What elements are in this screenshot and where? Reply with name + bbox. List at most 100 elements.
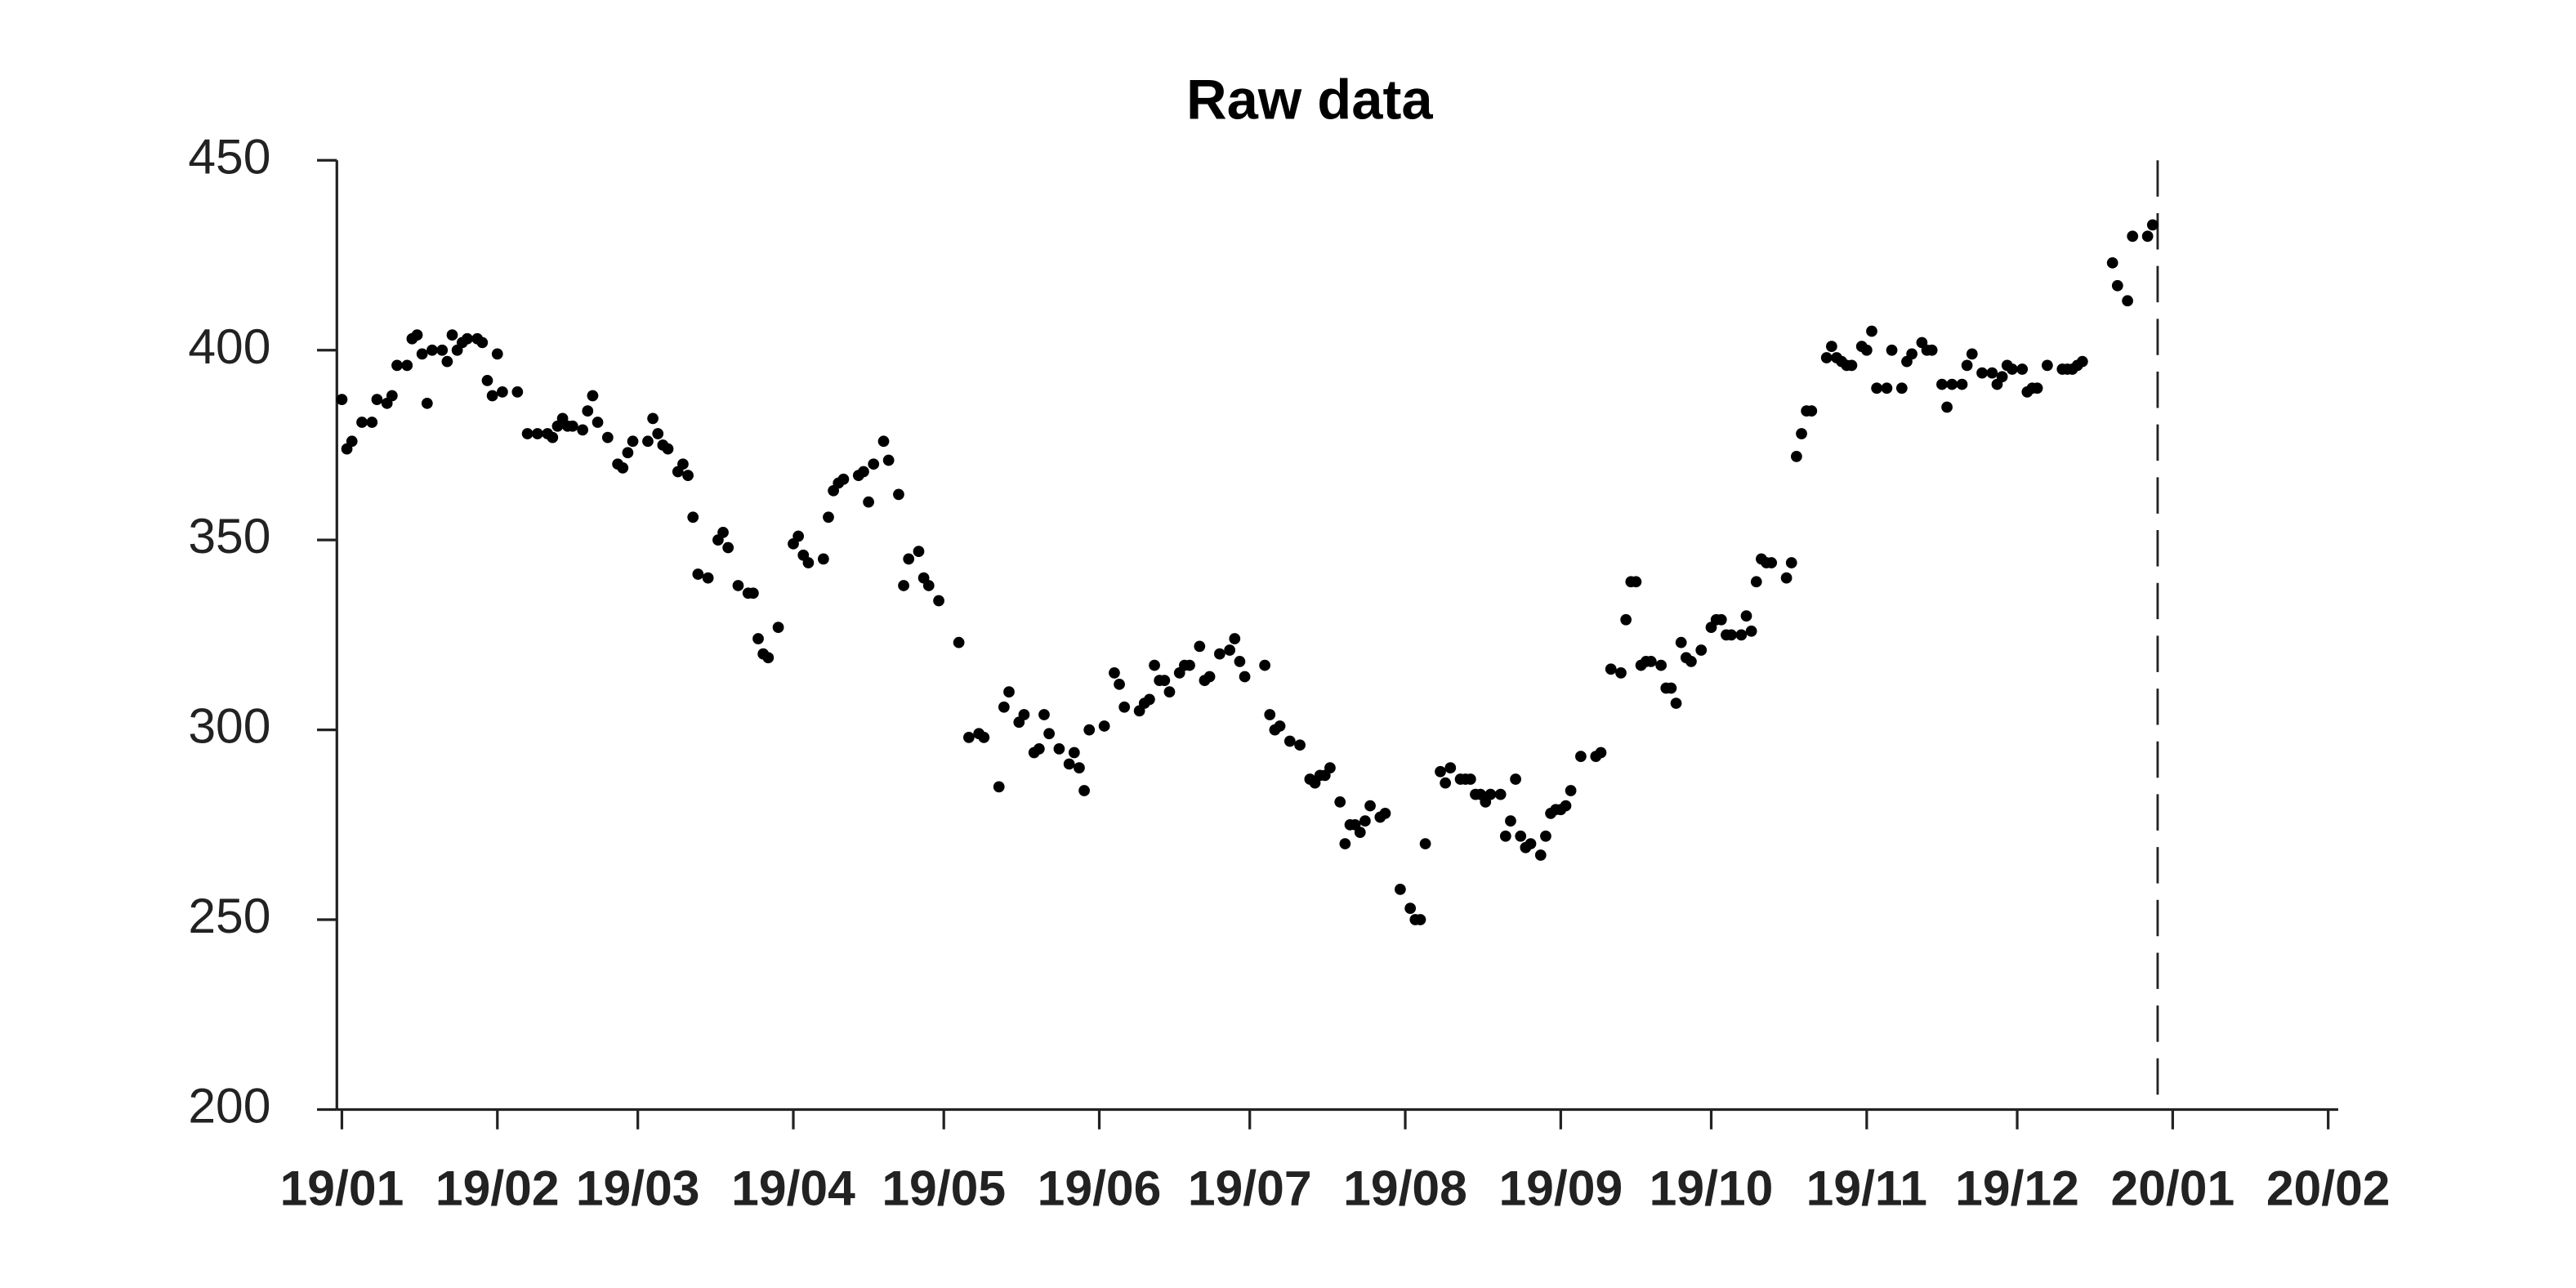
point — [521, 428, 534, 439]
point — [1986, 367, 1998, 379]
point — [1565, 785, 1577, 796]
point — [1670, 697, 1682, 709]
point — [497, 386, 508, 398]
point — [1871, 382, 1882, 394]
point — [1806, 405, 1818, 417]
point — [2146, 219, 2159, 231]
point — [1665, 682, 1677, 694]
point — [953, 636, 965, 648]
y-tick-label: 400 — [188, 319, 270, 374]
point — [1038, 709, 1050, 720]
point — [792, 530, 805, 542]
y-tick-label: 250 — [188, 888, 270, 943]
x-tick-label: 19/09 — [1498, 1161, 1623, 1216]
point — [416, 348, 428, 360]
point — [1444, 762, 1457, 773]
point — [481, 375, 493, 386]
point — [1595, 747, 1607, 759]
point — [1068, 747, 1080, 759]
point — [1966, 348, 1978, 360]
point — [1946, 378, 1958, 390]
point — [752, 633, 764, 644]
point — [1063, 758, 1075, 770]
point — [1224, 644, 1236, 656]
point — [802, 557, 815, 568]
point — [1620, 613, 1632, 626]
point — [692, 568, 704, 580]
point — [2016, 363, 2029, 375]
point — [476, 336, 489, 349]
point — [1499, 830, 1511, 842]
point — [922, 580, 935, 591]
point — [486, 390, 498, 402]
point — [1184, 659, 1195, 671]
point — [1956, 378, 1968, 390]
point — [677, 458, 689, 470]
point — [1114, 678, 1125, 690]
y-tick-label: 300 — [188, 698, 270, 754]
point — [2007, 363, 2018, 375]
point — [391, 359, 403, 372]
point — [346, 435, 358, 448]
point — [1575, 751, 1587, 763]
y-tick-label: 450 — [188, 128, 270, 184]
point — [1675, 636, 1687, 648]
x-tick-label: 19/03 — [576, 1161, 700, 1216]
point — [1630, 576, 1642, 588]
point — [1866, 325, 1877, 337]
point — [1846, 359, 1858, 372]
point — [577, 424, 589, 436]
point — [877, 435, 890, 448]
point — [1419, 838, 1431, 849]
point — [1906, 348, 1917, 360]
point — [446, 329, 458, 341]
point — [1239, 671, 1251, 683]
x-tick-label: 19/02 — [435, 1161, 560, 1216]
point — [998, 701, 1010, 713]
point — [702, 572, 714, 584]
point — [1284, 735, 1296, 747]
point — [1886, 344, 1898, 356]
point — [2031, 382, 2043, 394]
point — [748, 587, 759, 599]
point — [898, 580, 909, 591]
point — [1074, 762, 1085, 773]
point — [1825, 341, 1837, 352]
point — [893, 488, 904, 501]
point — [1726, 629, 1737, 641]
point — [1740, 610, 1752, 622]
point — [336, 394, 348, 406]
point — [1540, 830, 1551, 842]
point — [642, 435, 654, 448]
point — [1796, 428, 1807, 439]
point — [762, 652, 775, 664]
point — [722, 541, 734, 554]
point — [817, 553, 829, 565]
point — [858, 466, 869, 478]
x-tick-label: 19/08 — [1343, 1161, 1467, 1216]
x-tick-label: 19/06 — [1038, 1161, 1162, 1216]
point — [1745, 625, 1757, 637]
point — [1735, 629, 1748, 641]
point — [1510, 773, 1521, 785]
point — [662, 443, 674, 455]
point — [627, 435, 639, 448]
point — [1766, 557, 1778, 568]
x-tick-label: 19/11 — [1806, 1161, 1927, 1216]
point — [1354, 827, 1366, 838]
point — [1203, 671, 1216, 683]
point — [1505, 815, 1516, 827]
point — [1560, 800, 1572, 812]
chart-title: Raw data — [1186, 69, 1433, 131]
point — [1715, 613, 1727, 626]
point — [356, 417, 368, 428]
point — [1144, 693, 1155, 706]
point — [717, 526, 729, 538]
point — [913, 546, 925, 557]
point — [772, 622, 784, 633]
point — [587, 390, 599, 402]
point — [491, 348, 503, 360]
point — [1605, 663, 1617, 675]
point — [2106, 256, 2118, 269]
x-tick-label: 19/05 — [882, 1161, 1006, 1216]
